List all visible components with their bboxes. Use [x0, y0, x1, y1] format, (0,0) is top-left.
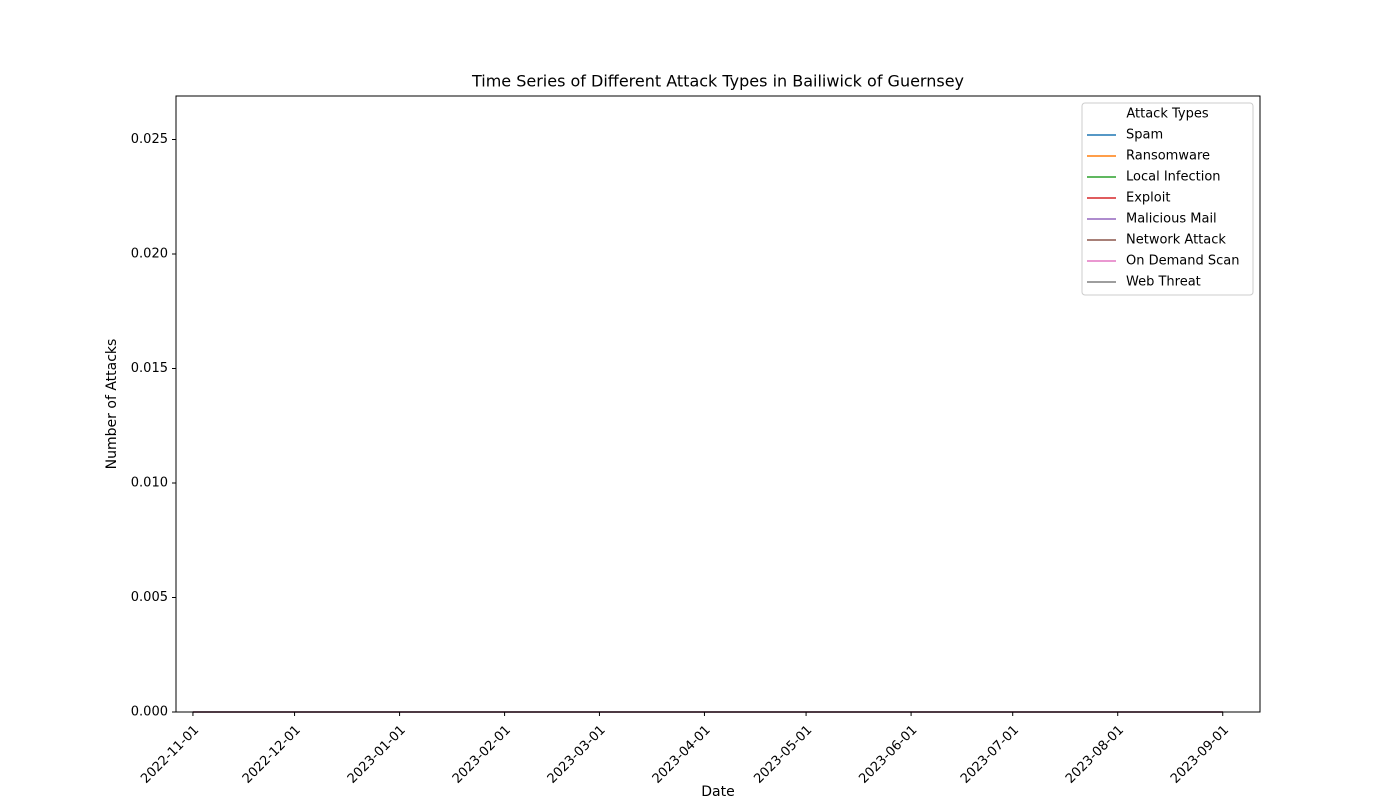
legend-label: Local Infection	[1126, 170, 1221, 185]
y-tick-label: 0.015	[131, 361, 168, 376]
legend-label: On Demand Scan	[1126, 254, 1239, 269]
legend-label: Exploit	[1126, 191, 1170, 206]
y-axis-label: Number of Attacks	[104, 339, 120, 470]
x-axis-label: Date	[701, 784, 734, 800]
legend-label: Spam	[1126, 128, 1163, 143]
legend-label: Network Attack	[1126, 233, 1226, 248]
legend-box	[1081, 102, 1254, 296]
y-tick-label: 0.025	[131, 132, 168, 147]
legend-title: Attack Types	[1126, 107, 1208, 122]
chart-title: Time Series of Different Attack Types in…	[471, 72, 964, 91]
y-tick-label: 0.005	[131, 590, 168, 605]
plot-frame	[175, 95, 1261, 713]
legend-label: Malicious Mail	[1126, 212, 1217, 227]
y-tick-label: 0.010	[131, 476, 168, 491]
y-tick-label: 0.020	[131, 247, 168, 262]
y-tick-label: 0.000	[131, 705, 168, 720]
legend-label: Ransomware	[1126, 149, 1210, 164]
legend-label: Web Threat	[1126, 275, 1201, 290]
